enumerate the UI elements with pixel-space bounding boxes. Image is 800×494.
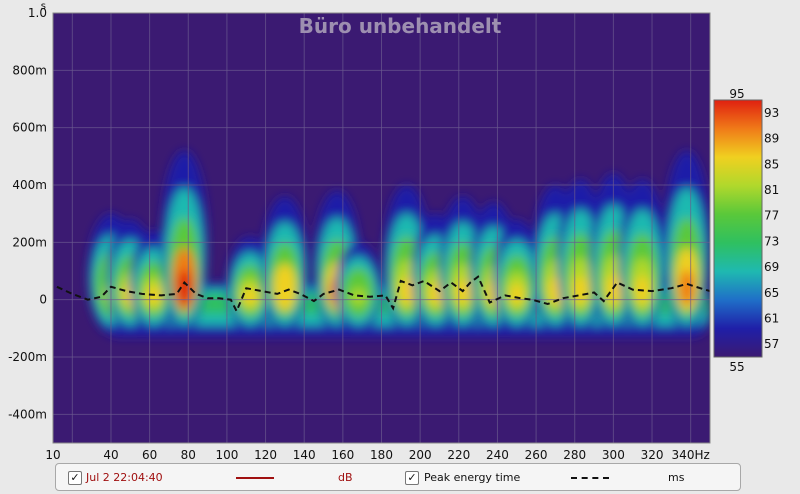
x-tick-label: 180 [370, 448, 393, 460]
measurement-label: Jul 2 22:04:40 [86, 471, 163, 484]
colorbar-max-label: 95 [729, 87, 744, 101]
peak-energy-checkbox[interactable]: ✓ [405, 471, 419, 485]
peak-energy-label: Peak energy time [424, 471, 521, 484]
plot-frame [52, 12, 711, 444]
x-tick-label: 120 [254, 448, 277, 460]
colorbar-tick-label: 93 [764, 106, 779, 120]
measurement-swatch [236, 477, 274, 479]
x-tick-label: 40 [103, 448, 118, 460]
y-axis-ticks: -400m -200m 0 200m 400m 600m 800m 1.0 [8, 6, 47, 421]
y-tick-label: 600m [12, 121, 47, 135]
colorbar-tick-label: 65 [764, 286, 779, 300]
colorbar-tick-label: 89 [764, 132, 779, 146]
colorbar-tick-label: 73 [764, 234, 779, 248]
x-tick-label: 260 [525, 448, 548, 460]
y-tick-label: 400m [12, 178, 47, 192]
x-tick-label: 160 [331, 448, 354, 460]
colorbar-gradient [713, 99, 763, 358]
x-tick-label: 340Hz [672, 448, 710, 460]
x-tick-label: 200 [409, 448, 432, 460]
y-tick-label: 0 [39, 293, 47, 307]
colorbar: 95 55 93 89 85 81 77 73 69 65 61 57 [713, 87, 779, 374]
measurement-checkbox[interactable]: ✓ [68, 471, 82, 485]
y-unit-label: s [41, 1, 46, 12]
x-tick-label: 320 [641, 448, 664, 460]
peak-energy-line [56, 275, 710, 314]
colorbar-tick-label: 77 [764, 209, 779, 223]
y-tick-label: -200m [8, 350, 47, 364]
x-axis-ticks: 10 40 60 80 100 120 140 160 180 200 220 240 260 280 30… [45, 448, 709, 460]
x-tick-label: 240 [486, 448, 509, 460]
x-tick-label: 220 [447, 448, 470, 460]
x-tick-label: 80 [181, 448, 196, 460]
measurement-unit: dB [338, 471, 353, 484]
colorbar-tick-label: 57 [764, 337, 779, 351]
heatmap-peak [350, 288, 367, 306]
x-tick-label: 300 [602, 448, 625, 460]
heatmap-peak [509, 283, 525, 306]
y-tick-label: 1.0 [28, 6, 47, 20]
y-tick-label: -400m [8, 407, 47, 421]
y-tick-label: 200m [12, 235, 47, 249]
x-tick-label: 100 [215, 448, 238, 460]
colorbar-tick-label: 69 [764, 260, 779, 274]
spectrogram-chart: Büro unbehandelt 10 40 60 80 100 120 140 160 180… [8, 1, 779, 460]
x-tick-label: 140 [293, 448, 316, 460]
y-tick-label: 800m [12, 63, 47, 77]
colorbar-min-label: 55 [729, 360, 744, 374]
x-tick-label: 10 [45, 448, 60, 460]
colorbar-tick-label: 61 [764, 311, 779, 325]
gridlines [53, 13, 710, 443]
heatmap-peak [572, 275, 589, 306]
colorbar-tick-label: 81 [764, 183, 779, 197]
peak-energy-unit: ms [668, 471, 685, 484]
colorbar-tick-label: 85 [764, 157, 779, 171]
peak-energy-series [56, 275, 710, 314]
heatmap-peak [242, 287, 258, 306]
chart-title: Büro unbehandelt [299, 14, 502, 38]
x-tick-label: 280 [563, 448, 586, 460]
peak-energy-swatch [571, 477, 609, 479]
legend-bar: ✓ Jul 2 22:04:40 dB ✓ Peak energy time m… [55, 463, 741, 491]
heatmap-peak [277, 279, 293, 306]
x-tick-label: 60 [142, 448, 157, 460]
